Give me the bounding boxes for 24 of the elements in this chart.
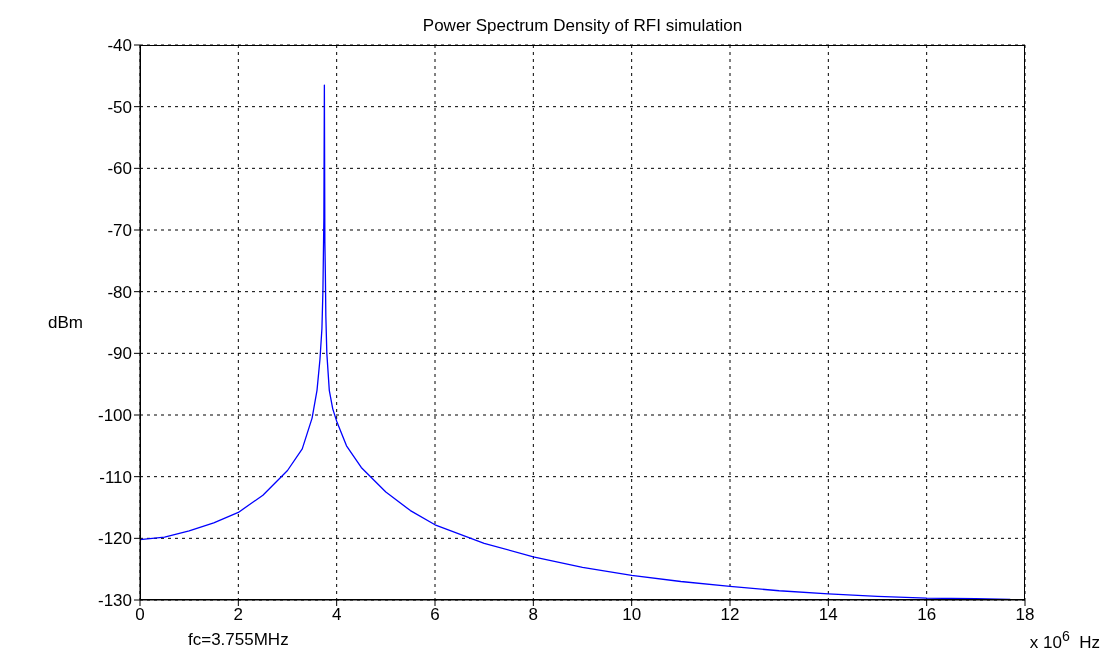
x-tick-label: 14 xyxy=(818,605,838,625)
y-tick-label: -60 xyxy=(107,159,132,179)
y-tick-label: -120 xyxy=(97,529,132,549)
x-tick-label: 2 xyxy=(233,605,244,625)
y-tick-label: -90 xyxy=(107,344,132,364)
y-tick-label: -110 xyxy=(99,467,132,487)
x-tick-label: 6 xyxy=(430,605,440,625)
y-axis-title: dBm xyxy=(48,312,83,333)
x-tick-label: 10 xyxy=(622,605,642,625)
y-tick-label: -100 xyxy=(97,406,132,426)
x-axis-title: x 10$^{6}$ Hz xyxy=(1029,628,1100,653)
y-tick-label: -40 xyxy=(107,36,132,56)
y-tick-label: -80 xyxy=(107,282,132,302)
text: fc=3.755MHz xyxy=(188,630,289,650)
y-tick-label: -50 xyxy=(107,97,132,117)
x-tick-label: 12 xyxy=(720,605,740,625)
x-tick-label: 8 xyxy=(528,605,539,625)
x-tick-label: 4 xyxy=(331,605,342,625)
x-tick-label: 16 xyxy=(917,605,937,625)
chart-title: Power Spectrum Density of RFI simulation xyxy=(421,16,744,36)
y-tick-label: -130 xyxy=(97,591,132,611)
x-tick-label: 18 xyxy=(1015,605,1035,625)
y-tick-label: -70 xyxy=(107,221,132,241)
x-tick-label: 0 xyxy=(135,605,145,625)
